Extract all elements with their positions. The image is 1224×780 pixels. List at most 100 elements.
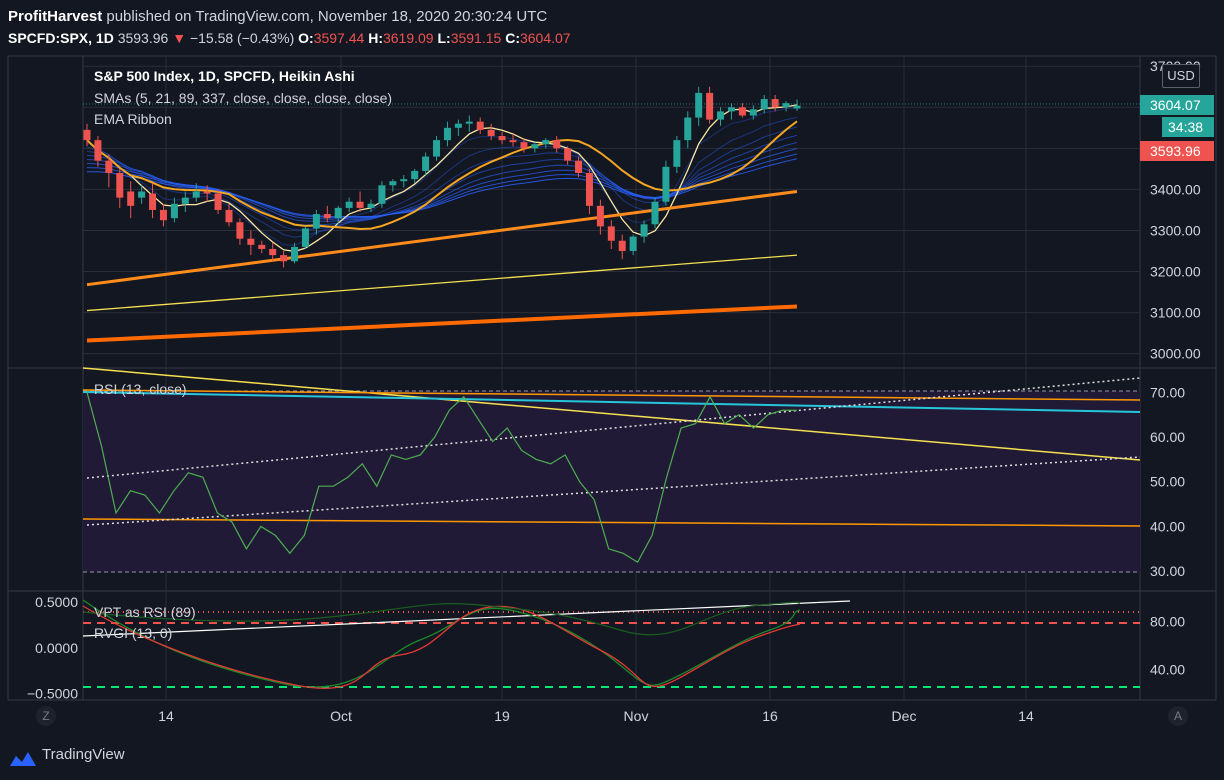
auto-scale-button[interactable]: A: [1168, 706, 1188, 726]
rsi-trendline-dotted-lower: [86, 456, 1141, 526]
rsi-axis-ticks: 30.00 40.00 50.00 60.00 70.00: [1150, 384, 1185, 579]
close-price-label: 3604.07: [1150, 97, 1201, 113]
candle-body: [94, 140, 102, 161]
candle-body: [356, 201, 364, 208]
candle-body: [181, 197, 189, 204]
candle-body: [651, 201, 659, 225]
candle-body: [465, 121, 473, 124]
rvgi-line-green: [82, 599, 801, 688]
rsi-tick-label: 30.00: [1150, 563, 1185, 579]
time-axis-ticks: 14 Oct 19 Nov 16 Dec 14: [158, 708, 1034, 724]
vpt-axis-ticks: −0.5000 0.0000 0.5000 40.00 80.00: [27, 594, 1185, 701]
candle-body: [684, 117, 692, 141]
symbol-name[interactable]: SPCFD:SPX, 1D: [8, 30, 114, 46]
rsi-trendline-orange-top: [82, 389, 1141, 401]
ema-ribbon-line: [86, 153, 798, 218]
sma-long-line: [86, 304, 798, 343]
candle-body: [749, 109, 757, 116]
candle-body: [717, 111, 725, 120]
candle-body: [662, 166, 670, 202]
candle-body: [378, 185, 386, 204]
sma-89-line: [86, 189, 798, 287]
candle-body: [203, 191, 211, 194]
candle-body: [400, 179, 408, 182]
legend-vpt[interactable]: VPT as RSI (89): [94, 604, 196, 620]
rsi-line: [86, 392, 797, 564]
candle-body: [531, 144, 539, 149]
time-tick-label: Dec: [892, 708, 917, 724]
high-value: 3619.09: [382, 30, 434, 46]
candle-body: [149, 193, 157, 210]
price-tick-label: 3200.00: [1150, 264, 1201, 280]
price-tick-label: 3100.00: [1150, 305, 1201, 321]
close-price-tag: [1140, 95, 1214, 115]
time-tick-label: 14: [158, 708, 174, 724]
zoom-reset-button[interactable]: Z: [36, 706, 56, 726]
sma-337-line: [86, 254, 798, 312]
candle-body: [564, 148, 572, 161]
rsi-trendline-cyan: [82, 391, 1141, 413]
candle-body: [192, 191, 200, 198]
candle-body: [782, 103, 790, 108]
legend-rvgi[interactable]: RVGI (13, 0): [94, 625, 172, 641]
candles: [83, 86, 801, 268]
candle-body: [793, 105, 801, 109]
candle-body: [170, 203, 178, 219]
candle-body: [280, 255, 288, 262]
rsi-band: [83, 391, 1140, 572]
currency-button[interactable]: USD: [1162, 64, 1200, 88]
rsi-tick-label: 70.00: [1150, 384, 1185, 400]
ema-ribbon-line: [86, 158, 798, 218]
quote-line: SPCFD:SPX, 1D 3593.96 ▼ −15.58 (−0.43%) …: [8, 30, 571, 46]
candle-body: [334, 207, 342, 219]
last-price: 3593.96: [117, 30, 169, 46]
low-value: 3591.15: [450, 30, 502, 46]
footer-brand[interactable]: TradingView: [42, 746, 125, 763]
candle-body: [422, 156, 430, 171]
candle-body: [323, 214, 331, 219]
vpt-left-tick-label: 0.0000: [35, 640, 78, 656]
price-tick-label: 3000.00: [1150, 346, 1201, 362]
candle-body: [389, 181, 397, 186]
candle-body: [291, 246, 299, 262]
countdown-tag: [1162, 117, 1214, 137]
candle-body: [596, 205, 604, 227]
time-tick-label: Nov: [624, 708, 649, 724]
candle-body: [476, 121, 484, 130]
candle-body: [640, 224, 648, 237]
rsi-trendline-orange-bottom: [82, 518, 1141, 527]
time-tick-label: 19: [494, 708, 510, 724]
low-label: L:: [437, 30, 451, 46]
candle-body: [509, 140, 517, 143]
ema-ribbon-line: [86, 126, 798, 231]
vpt-line: [82, 601, 801, 636]
legend-smas[interactable]: SMAs (5, 21, 89, 337, close, close, clos…: [94, 90, 392, 106]
legend-ema-ribbon[interactable]: EMA Ribbon: [94, 111, 172, 127]
candle-body: [105, 160, 113, 173]
candle-body: [269, 248, 277, 256]
vpt-trendline: [82, 600, 851, 637]
close-label: C:: [505, 30, 520, 46]
candle-body: [83, 129, 91, 141]
tradingview-logo-icon: [10, 752, 36, 766]
candle-body: [214, 193, 222, 210]
candle-body: [498, 136, 506, 141]
price-tick-label: 3300.00: [1150, 222, 1201, 238]
vpt-right-tick-label: 80.00: [1150, 614, 1185, 630]
candle-body: [367, 203, 375, 208]
price-change: −15.58 (−0.43%): [189, 30, 295, 46]
published-text: published on TradingView.com, November 1…: [106, 8, 548, 25]
candle-body: [258, 244, 266, 249]
publisher-name[interactable]: ProfitHarvest: [8, 8, 103, 25]
time-tick-label: 14: [1018, 708, 1034, 724]
candle-body: [618, 240, 626, 252]
close-value: 3604.07: [519, 30, 571, 46]
legend-rsi[interactable]: RSI (13, close): [94, 381, 187, 397]
candle-body: [433, 140, 441, 157]
rsi-tick-label: 50.00: [1150, 474, 1185, 490]
candle-body: [520, 142, 528, 149]
candle-body: [411, 170, 419, 180]
candle-body: [159, 209, 167, 221]
open-value: 3597.44: [313, 30, 365, 46]
